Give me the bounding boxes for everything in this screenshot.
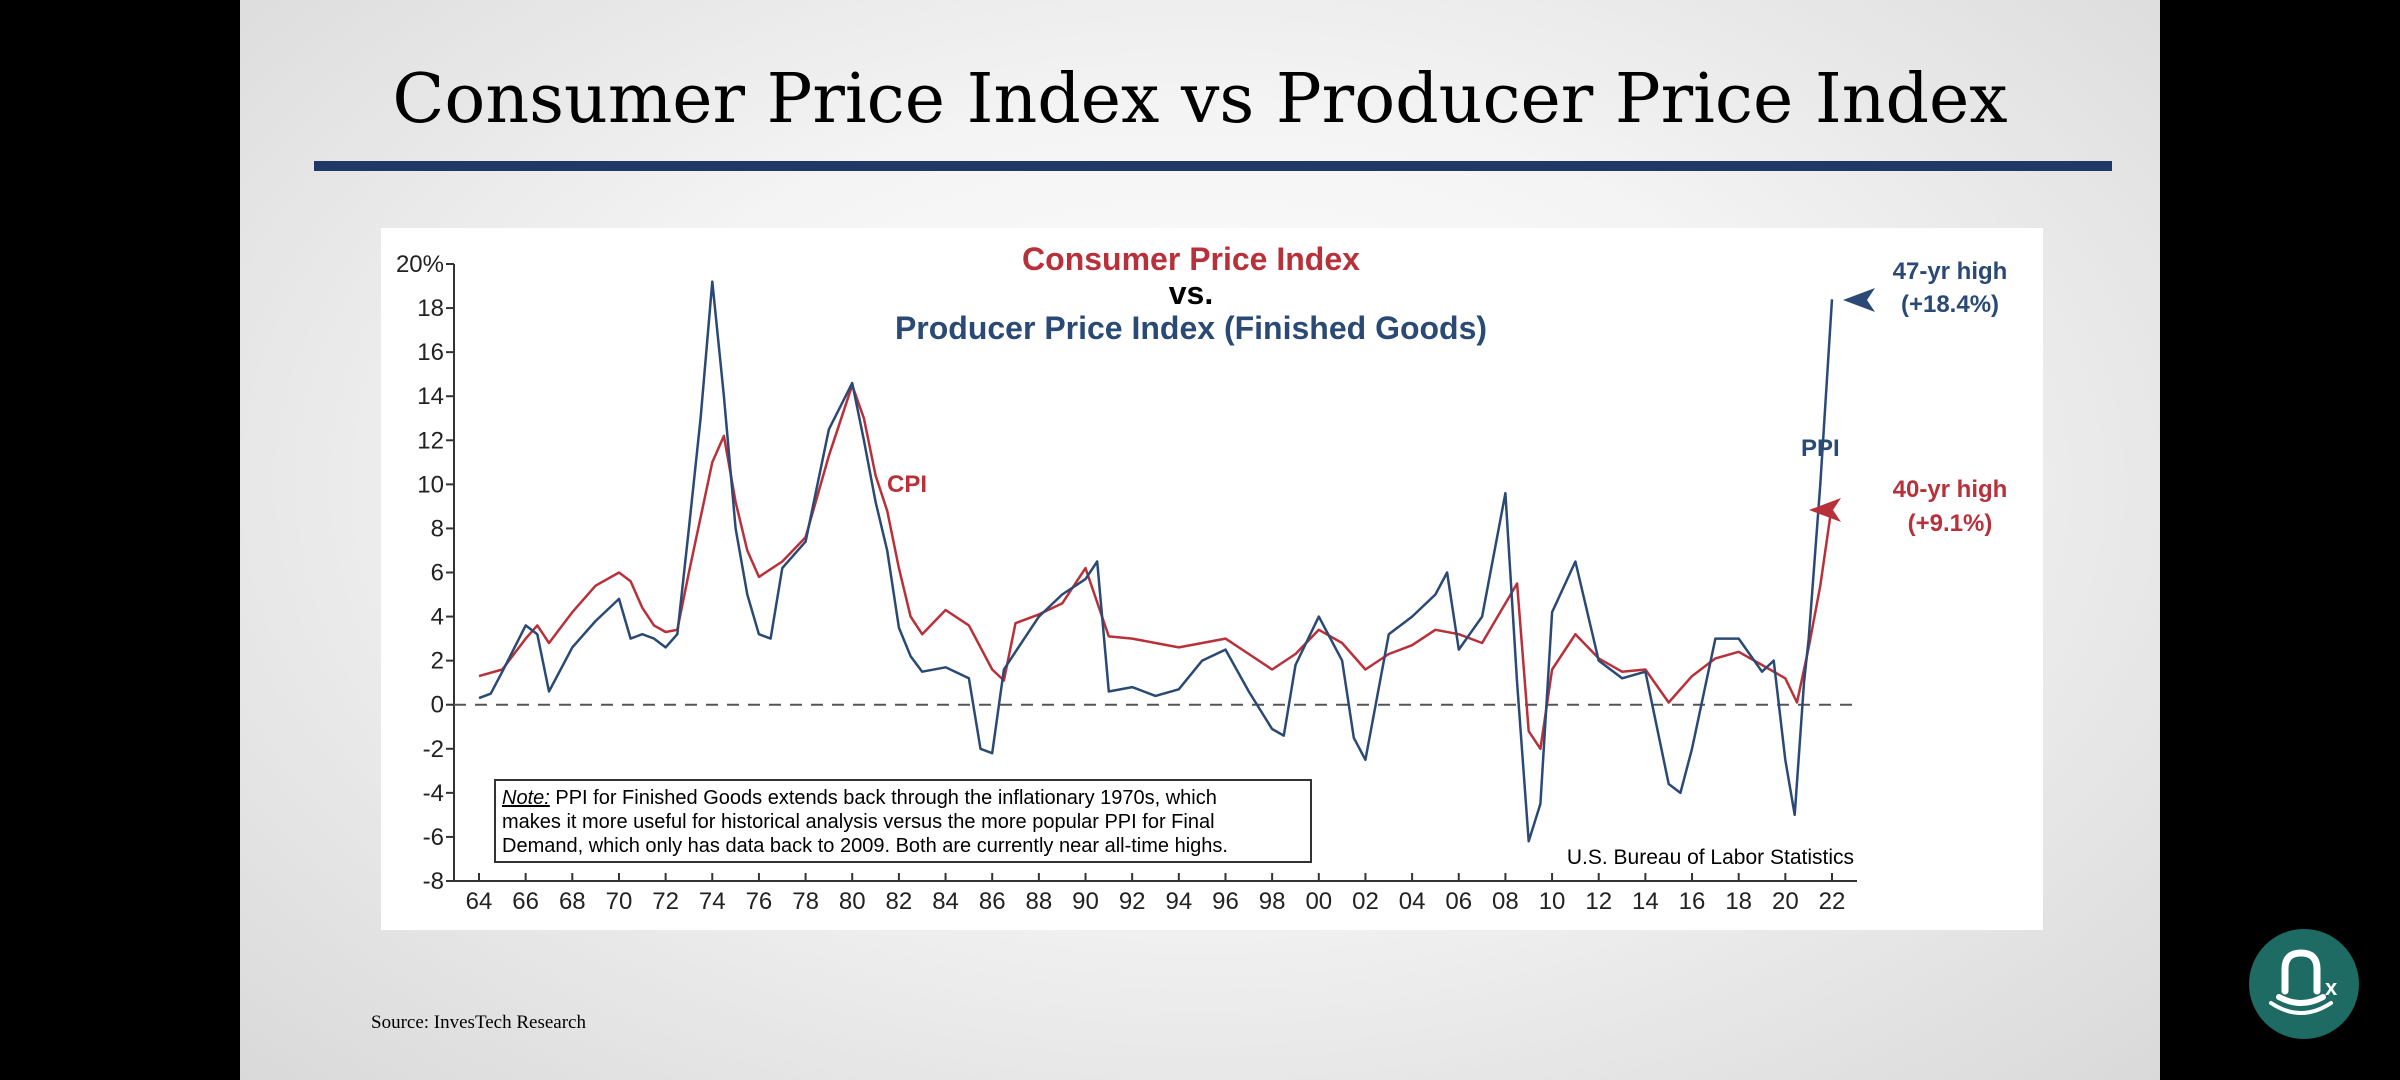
x-tick-label: 00 [1305, 888, 1332, 915]
x-tick-label: 86 [979, 888, 1006, 915]
x-tick-label: 94 [1165, 888, 1192, 915]
bird-logo-icon: x [2269, 949, 2338, 1015]
chart-title-vs: vs. [1169, 275, 1213, 311]
svg-text:x: x [2325, 975, 2338, 1000]
slide: Consumer Price Index vs Producer Price I… [240, 0, 2160, 1080]
y-tick-label: -6 [423, 824, 444, 851]
cpi-high-arrow-icon [1809, 498, 1841, 522]
y-tick-label: 20% [396, 251, 444, 278]
y-tick-label: 2 [431, 648, 444, 675]
x-tick-label: 04 [1399, 888, 1426, 915]
note-box [494, 779, 1312, 863]
y-tick-label: -4 [423, 780, 444, 807]
x-tick-label: 96 [1212, 888, 1239, 915]
note-line-3: Demand, which only has data back to 2009… [502, 835, 1228, 857]
x-tick-label: 92 [1119, 888, 1146, 915]
y-tick-label: -2 [423, 736, 444, 763]
chart-title-ppi: Producer Price Index (Finished Goods) [895, 310, 1487, 346]
x-tick-label: 20 [1772, 888, 1799, 915]
y-axis-ticks: 20% 18 16 14 12 10 8 6 4 2 0 -2 -4 -6 -8 [396, 251, 454, 895]
chart-panel: Consumer Price Index vs. Producer Price … [381, 228, 2043, 930]
cpi-series-label: CPI [887, 471, 927, 498]
x-tick-label: 16 [1679, 888, 1706, 915]
x-tick-label: 82 [886, 888, 913, 915]
x-tick-label: 66 [512, 888, 539, 915]
ppi-high-label-1: 47-yr high [1893, 258, 2008, 285]
x-tick-label: 98 [1259, 888, 1286, 915]
x-tick-label: 18 [1725, 888, 1752, 915]
note-lead: Note: [502, 787, 550, 809]
y-tick-label: -8 [423, 868, 444, 895]
source-note: Source: InvesTech Research [371, 1012, 586, 1033]
note-line-1-text: PPI for Finished Goods extends back thro… [550, 787, 1217, 809]
x-tick-label: 08 [1492, 888, 1519, 915]
x-axis-ticks: 64 66 68 70 72 74 76 78 80 82 84 86 88 90 92 94 96 98 00 02… [466, 873, 1846, 915]
y-tick-label: 4 [431, 604, 444, 631]
y-tick-label: 12 [417, 427, 444, 454]
note-line-2: makes it more useful for historical anal… [502, 811, 1215, 833]
x-tick-label: 22 [1819, 888, 1846, 915]
x-tick-label: 78 [792, 888, 819, 915]
x-tick-label: 10 [1539, 888, 1566, 915]
x-tick-label: 88 [1026, 888, 1053, 915]
slide-title: Consumer Price Index vs Producer Price I… [392, 60, 2008, 139]
note-line-1: Note: PPI for Finished Goods extends bac… [502, 787, 1217, 809]
y-tick-label: 18 [417, 295, 444, 322]
cpi-ppi-chart: Consumer Price Index vs. Producer Price … [396, 241, 2008, 915]
series-line-ppi [478, 280, 1834, 843]
x-tick-label: 80 [839, 888, 866, 915]
x-tick-label: 64 [466, 888, 493, 915]
x-tick-label: 90 [1072, 888, 1099, 915]
cpi-high-label-2: (+9.1%) [1908, 510, 1993, 537]
x-tick-label: 12 [1585, 888, 1612, 915]
x-tick-label: 72 [652, 888, 679, 915]
y-tick-label: 16 [417, 339, 444, 366]
y-tick-label: 14 [417, 383, 444, 410]
x-tick-label: 68 [559, 888, 586, 915]
cpi-high-label-1: 40-yr high [1893, 476, 2008, 503]
logo-badge[interactable]: x [2249, 929, 2359, 1039]
title-rule [314, 161, 2112, 171]
x-tick-label: 76 [746, 888, 773, 915]
x-tick-label: 14 [1632, 888, 1659, 915]
chart-source: U.S. Bureau of Labor Statistics [1567, 846, 1854, 869]
x-tick-label: 84 [932, 888, 959, 915]
x-tick-label: 02 [1352, 888, 1379, 915]
chart-title-cpi: Consumer Price Index [1022, 241, 1360, 277]
ppi-series-label: PPI [1801, 435, 1840, 462]
x-tick-label: 70 [606, 888, 633, 915]
x-tick-label: 06 [1445, 888, 1472, 915]
y-tick-label: 10 [417, 471, 444, 498]
y-tick-label: 8 [431, 515, 444, 542]
y-tick-label: 0 [431, 692, 444, 719]
x-tick-label: 74 [699, 888, 726, 915]
series-line-cpi [478, 383, 1834, 751]
ppi-high-label-2: (+18.4%) [1901, 291, 1999, 318]
ppi-high-arrow-icon [1843, 288, 1875, 312]
y-tick-label: 6 [431, 560, 444, 587]
